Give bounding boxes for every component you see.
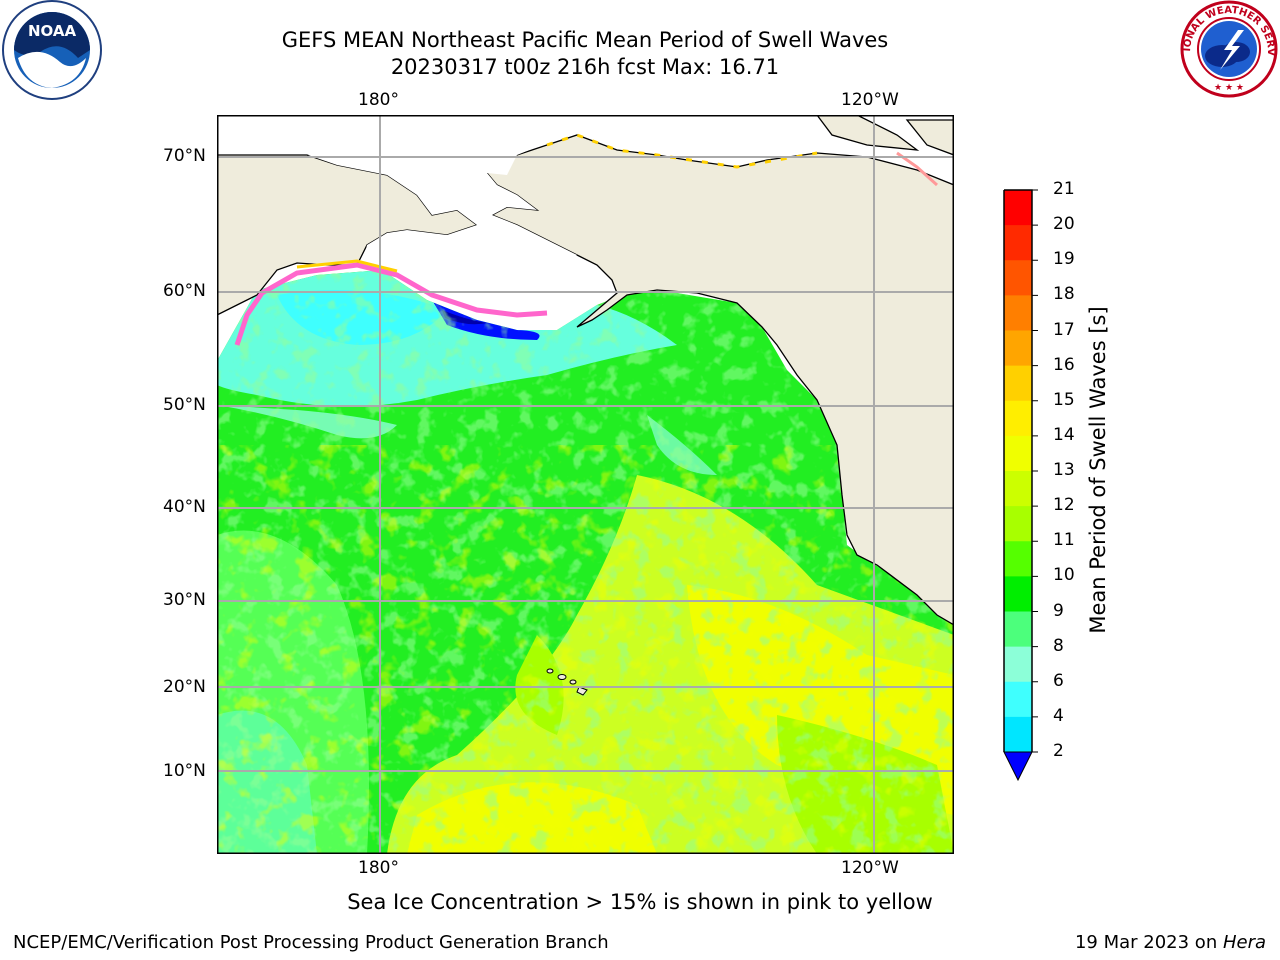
colorbar-tick-label: 14 xyxy=(1053,424,1075,445)
colorbar-segment xyxy=(1004,541,1032,577)
colorbar-segment xyxy=(1004,716,1032,753)
noaa-logo: NOAA xyxy=(2,0,102,100)
colorbar-tick-label: 9 xyxy=(1053,600,1064,621)
lat-label-40n: 40°N xyxy=(163,497,206,517)
lat-label-70n: 70°N xyxy=(163,146,206,166)
colorbar-segment xyxy=(1004,611,1032,648)
colorbar-segment xyxy=(1004,225,1032,261)
colorbar-tick-label: 10 xyxy=(1053,565,1075,586)
colorbar-segment xyxy=(1004,435,1032,472)
footer-date: 19 Mar 2023 on Hera xyxy=(1075,932,1266,953)
map-frame xyxy=(217,115,954,854)
chart-subtitle: 20230317 t00z 216h fcst Max: 16.71 xyxy=(390,55,780,79)
lon-label-bottom-120w: 120°W xyxy=(841,858,899,878)
colorbar-segment xyxy=(1004,576,1032,612)
colorbar-segment xyxy=(1004,260,1032,296)
colorbar-segment xyxy=(1004,400,1032,437)
colorbar-segment xyxy=(1004,506,1032,542)
chart-title: GEFS MEAN Northeast Pacific Mean Period … xyxy=(281,28,889,52)
colorbar-title: Mean Period of Swell Waves [s] xyxy=(1086,306,1110,634)
colorbar-tick-label: 12 xyxy=(1053,495,1075,516)
colorbar-tick-label: 19 xyxy=(1053,249,1075,270)
colorbar-tick-label: 15 xyxy=(1053,389,1075,410)
colorbar-tick-label: 18 xyxy=(1053,284,1075,305)
colorbar-segment xyxy=(1004,190,1032,226)
svg-text:NOAA: NOAA xyxy=(28,22,77,40)
colorbar-tick-label: 2 xyxy=(1053,741,1064,761)
colorbar-tick-label: 6 xyxy=(1053,670,1064,691)
hawaii-islands xyxy=(546,668,588,696)
colorbar-segment xyxy=(1004,295,1032,331)
colorbar-tick-label: 17 xyxy=(1053,319,1075,340)
footer-machine: Hera xyxy=(1222,932,1266,953)
lat-label-20n: 20°N xyxy=(163,677,206,697)
colorbar-tick-label: 13 xyxy=(1053,460,1075,480)
sea-ice-note: Sea Ice Concentration > 15% is shown in … xyxy=(347,890,933,914)
sea-ice-region xyxy=(308,115,817,300)
colorbar-tick-label: 4 xyxy=(1053,705,1064,726)
colorbar-segment xyxy=(1004,681,1032,718)
colorbar-segment xyxy=(1004,365,1032,402)
colorbar-tick-label: 20 xyxy=(1053,214,1075,235)
colorbar-tick-label: 21 xyxy=(1053,179,1075,199)
lat-label-30n: 30°N xyxy=(163,590,206,610)
footer-date-text: 19 Mar 2023 on xyxy=(1074,932,1223,953)
footer-credit: NCEP/EMC/Verification Post Processing Pr… xyxy=(13,932,609,953)
lon-label-top-180: 180° xyxy=(358,90,399,110)
map-plot xyxy=(217,115,954,854)
colorbar-extend-arrow xyxy=(1003,751,1033,782)
lat-label-50n: 50°N xyxy=(163,395,206,415)
colorbar xyxy=(1003,189,1038,782)
colorbar-segment xyxy=(1004,471,1032,507)
colorbar-segment xyxy=(1004,646,1032,683)
nws-logo: NATIONAL WEATHER SERVICE ★ ★ ★ xyxy=(1178,0,1278,98)
colorbar-segment xyxy=(1004,330,1032,367)
colorbar-tick-label: 16 xyxy=(1053,354,1075,375)
colorbar-tick-label: 11 xyxy=(1053,530,1075,551)
colorbar-tick-label: 8 xyxy=(1053,635,1064,656)
lat-label-10n: 10°N xyxy=(163,761,206,781)
lon-label-top-120w: 120°W xyxy=(841,90,899,110)
lon-label-bottom-180: 180° xyxy=(358,858,399,878)
lat-label-60n: 60°N xyxy=(163,281,206,301)
graticule xyxy=(217,115,954,854)
svg-text:★ ★ ★: ★ ★ ★ xyxy=(1214,83,1244,93)
